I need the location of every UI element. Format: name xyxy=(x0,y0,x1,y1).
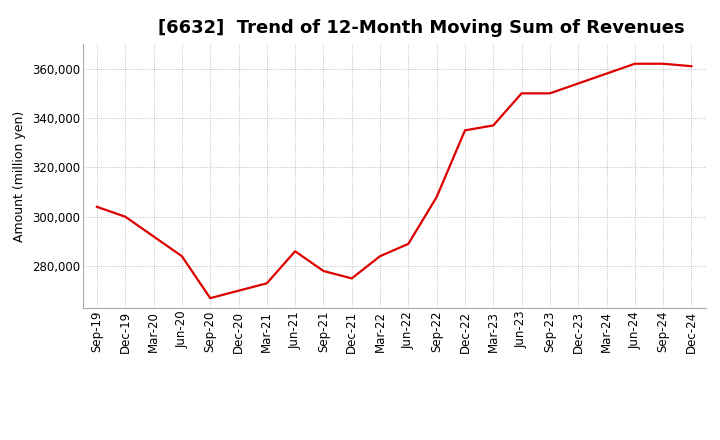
Text: [6632]  Trend of 12-Month Moving Sum of Revenues: [6632] Trend of 12-Month Moving Sum of R… xyxy=(158,19,684,37)
Y-axis label: Amount (million yen): Amount (million yen) xyxy=(14,110,27,242)
